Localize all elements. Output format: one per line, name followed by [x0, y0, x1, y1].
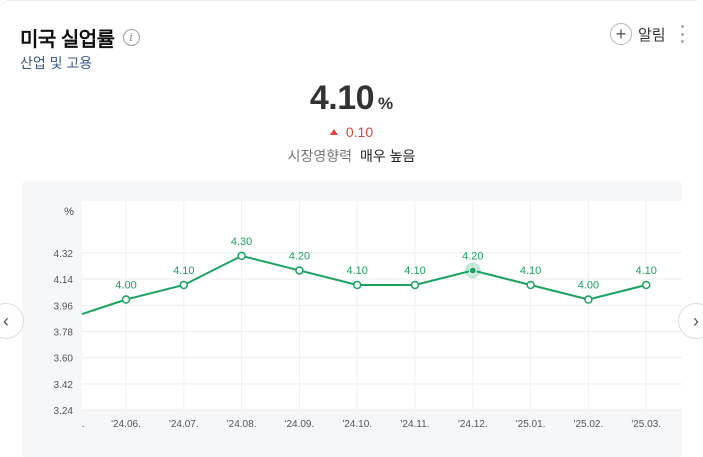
y-tick-label: 4.14: [54, 275, 74, 286]
data-point: [179, 280, 189, 290]
data-label: 4.10: [404, 265, 425, 277]
y-tick-label: 3.42: [54, 380, 74, 391]
x-tick-label: '24.10.: [342, 419, 372, 430]
x-tick-label: '24.06.: [111, 419, 141, 430]
y-axis-label: %: [64, 206, 74, 218]
current-value: 4.10: [309, 79, 375, 117]
chart-area: % 4.32 4.14 3.96 3.78 3.60 3.42 3.24. '24.06. '24…: [22, 181, 682, 457]
x-tick-label-partial: .: [82, 419, 85, 430]
data-point: [237, 251, 246, 261]
data-label: 4.10: [635, 265, 656, 277]
value-unit: %: [378, 94, 394, 113]
y-tick-label: 3.60: [54, 354, 74, 365]
line-chart: % 4.32 4.14 3.96 3.78 3.60 3.42 3.24. '24.06. '24…: [54, 201, 682, 430]
data-point: [584, 295, 593, 304]
info-icon[interactable]: i: [122, 29, 140, 46]
data-point: [121, 295, 131, 304]
data-point: [641, 280, 651, 290]
data-label: 4.10: [346, 265, 367, 277]
page-title: 미국 실업률: [20, 29, 115, 51]
data-label: 4.10: [520, 265, 541, 277]
x-tick-label: '24.11.: [401, 419, 430, 430]
y-tick-label: 4.32: [54, 249, 74, 260]
data-label: 4.00: [115, 280, 136, 292]
summary-block: 4.10 % 0.10 시장영향력 매우 높음: [0, 79, 703, 166]
data-label: 4.00: [578, 280, 599, 292]
impact-value: 매우 높음: [359, 148, 416, 164]
x-tick-label: '24.07.: [169, 419, 199, 430]
data-point: [410, 280, 420, 290]
triangle-up-icon: [329, 129, 338, 135]
y-tick-label: 3.96: [54, 301, 74, 312]
title-row: 미국 실업률 i: [20, 23, 140, 52]
data-point: [526, 280, 535, 290]
data-point: [352, 280, 362, 290]
data-point: [468, 266, 477, 275]
data-label: 4.20: [462, 250, 483, 262]
prev-button[interactable]: ‹: [0, 303, 24, 339]
more-vertical-icon[interactable]: [678, 25, 686, 43]
x-tick-label: '24.09.: [285, 419, 315, 430]
plus-icon: +: [610, 23, 632, 45]
y-tick-label: 3.78: [54, 328, 74, 339]
market-impact: 시장영향력 매우 높음: [0, 146, 703, 166]
x-tick-label: '25.01.: [516, 419, 546, 430]
x-tick-label: '25.02.: [574, 419, 604, 430]
x-tick-label: '24.08.: [227, 419, 257, 430]
data-label: 4.30: [231, 236, 252, 248]
category-subtitle[interactable]: 산업 및 고용: [20, 55, 93, 71]
impact-label: 시장영향력: [287, 148, 353, 164]
alert-button[interactable]: + 알림: [610, 23, 666, 45]
alert-label: 알림: [638, 26, 666, 44]
chevron-right-icon: ›: [693, 310, 699, 331]
chevron-left-icon: ‹: [3, 310, 9, 331]
x-tick-label: '25.03.: [631, 419, 661, 430]
change-value: 0.10: [345, 124, 374, 140]
data-label: 4.10: [173, 265, 194, 277]
x-tick-label: '24.12.: [458, 419, 488, 430]
data-label: 4.20: [289, 250, 310, 262]
y-tick-label: 3.24: [54, 406, 74, 417]
data-point: [295, 266, 304, 275]
